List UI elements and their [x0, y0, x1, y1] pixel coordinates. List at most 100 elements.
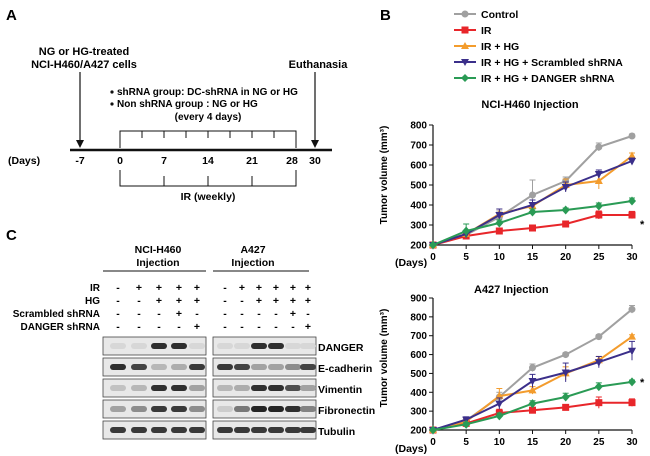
bullet-1: shRNA group: DC-shRNA in NG or HG: [117, 87, 298, 98]
blot-band: [300, 385, 316, 391]
data-point: [628, 305, 636, 313]
y-tick-label: 900: [410, 294, 427, 305]
arrow-cells-head: [76, 140, 84, 148]
x-tick-label: 0: [430, 252, 436, 263]
y-tick-label: 200: [410, 241, 427, 252]
blot-band: [171, 427, 187, 433]
condition-sign: +: [290, 308, 296, 320]
condition-sign: -: [223, 308, 227, 320]
condition-sign: +: [176, 282, 182, 294]
condition-sign: +: [194, 295, 200, 307]
blot-band: [151, 406, 167, 412]
blot-band: [189, 343, 205, 349]
blot-band: [110, 343, 126, 349]
condition-sign: +: [176, 295, 182, 307]
significance-star: *: [640, 219, 645, 231]
x-tick-label: 0: [430, 437, 436, 448]
x-tick-label: 5: [463, 437, 469, 448]
data-point: [562, 403, 570, 411]
condition-sign: +: [273, 295, 279, 307]
condition-sign: +: [256, 295, 262, 307]
condition-sign: -: [223, 321, 227, 333]
data-point: [529, 406, 536, 414]
blot-protein-labels: DANGER E-cadherin Vimentin Fibronectin T…: [318, 342, 375, 438]
blot-condition-signs: - + + + +- - + + +- - - + -- - - - +- + + + + +- - + + + +- - - - + -- -…: [116, 282, 311, 333]
blot-band: [131, 343, 147, 349]
protein-label-fibronectin: Fibronectin: [318, 405, 375, 417]
euthanasia-label: Euthanasia: [289, 59, 349, 71]
condition-sign: -: [274, 321, 278, 333]
data-point: [595, 399, 603, 407]
cells-label-line1: NG or HG-treated: [39, 46, 129, 58]
panel-label-c: C: [6, 227, 17, 244]
data-point: [429, 425, 437, 435]
blot-header-right-line1: A427: [240, 244, 265, 256]
blot-band: [171, 343, 187, 349]
data-point: [561, 184, 570, 192]
data-point: [595, 143, 603, 151]
y-tick-label: 500: [410, 369, 427, 380]
day-tick: 28: [286, 155, 298, 167]
data-point: [561, 205, 570, 215]
data-point: [594, 201, 603, 211]
data-point: [628, 132, 636, 140]
condition-sign: +: [156, 282, 162, 294]
blot-band: [300, 406, 316, 412]
y-tick-label: 700: [410, 331, 427, 342]
condition-sign: -: [116, 282, 120, 294]
blot-band: [285, 406, 301, 412]
legend-marker-control: [461, 10, 469, 18]
condition-sign: -: [223, 282, 227, 294]
blot-band: [217, 427, 233, 433]
blot-band: [268, 406, 284, 412]
legend-label-danger: IR + HG + DANGER shRNA: [481, 73, 615, 85]
data-point: [628, 158, 636, 166]
data-point: [595, 333, 603, 341]
bullet-dot-2: [110, 102, 114, 106]
data-point: [495, 391, 504, 400]
blot-band: [268, 427, 284, 433]
condition-sign: -: [257, 308, 261, 320]
significance-star: *: [640, 377, 645, 389]
y-tick-label: 600: [410, 350, 427, 361]
condition-sign: -: [240, 308, 244, 320]
condition-sign: +: [194, 282, 200, 294]
legend-label-control: Control: [481, 9, 518, 21]
panel-b: B Control IR IR + HG IR + HG + Scrambled…: [379, 7, 645, 455]
data-point: [561, 392, 570, 402]
data-point: [462, 419, 471, 429]
condition-sign: +: [290, 295, 296, 307]
arrow-euthanasia-head: [311, 140, 319, 148]
condition-sign: +: [176, 308, 182, 320]
condition-sign: -: [157, 321, 161, 333]
data-point: [429, 240, 437, 250]
series: [429, 157, 636, 250]
chart-legend: Control IR IR + HG IR + HG + Scrambled s…: [454, 9, 623, 85]
data-point: [495, 212, 504, 220]
data-point: [495, 411, 504, 421]
legend-label-scrambled: IR + HG + Scrambled shRNA: [481, 57, 623, 69]
data-point: [628, 332, 636, 340]
blot-band: [300, 427, 316, 433]
condition-sign: +: [136, 282, 142, 294]
data-point: [628, 151, 636, 159]
data-point: [594, 359, 603, 367]
condition-sign: -: [177, 321, 181, 333]
blot-band: [251, 364, 267, 370]
series: [429, 377, 636, 435]
condition-sign: -: [306, 308, 310, 320]
x-tick-label: 10: [494, 252, 506, 263]
blot-band: [217, 343, 233, 349]
blot-band: [251, 385, 267, 391]
condition-sign: -: [274, 308, 278, 320]
condition-sign: -: [157, 308, 161, 320]
y-tick-label: 300: [410, 407, 427, 418]
data-point: [628, 399, 636, 407]
data-point: [529, 191, 536, 199]
condition-sign: -: [240, 295, 244, 307]
y-axis-label: Tumor volume (mm³): [379, 126, 390, 225]
cells-label-line2: NCI-H460/A427 cells: [31, 59, 137, 71]
x-axis-label: (Days): [395, 257, 427, 269]
chart-title: A427 Injection: [474, 284, 549, 296]
